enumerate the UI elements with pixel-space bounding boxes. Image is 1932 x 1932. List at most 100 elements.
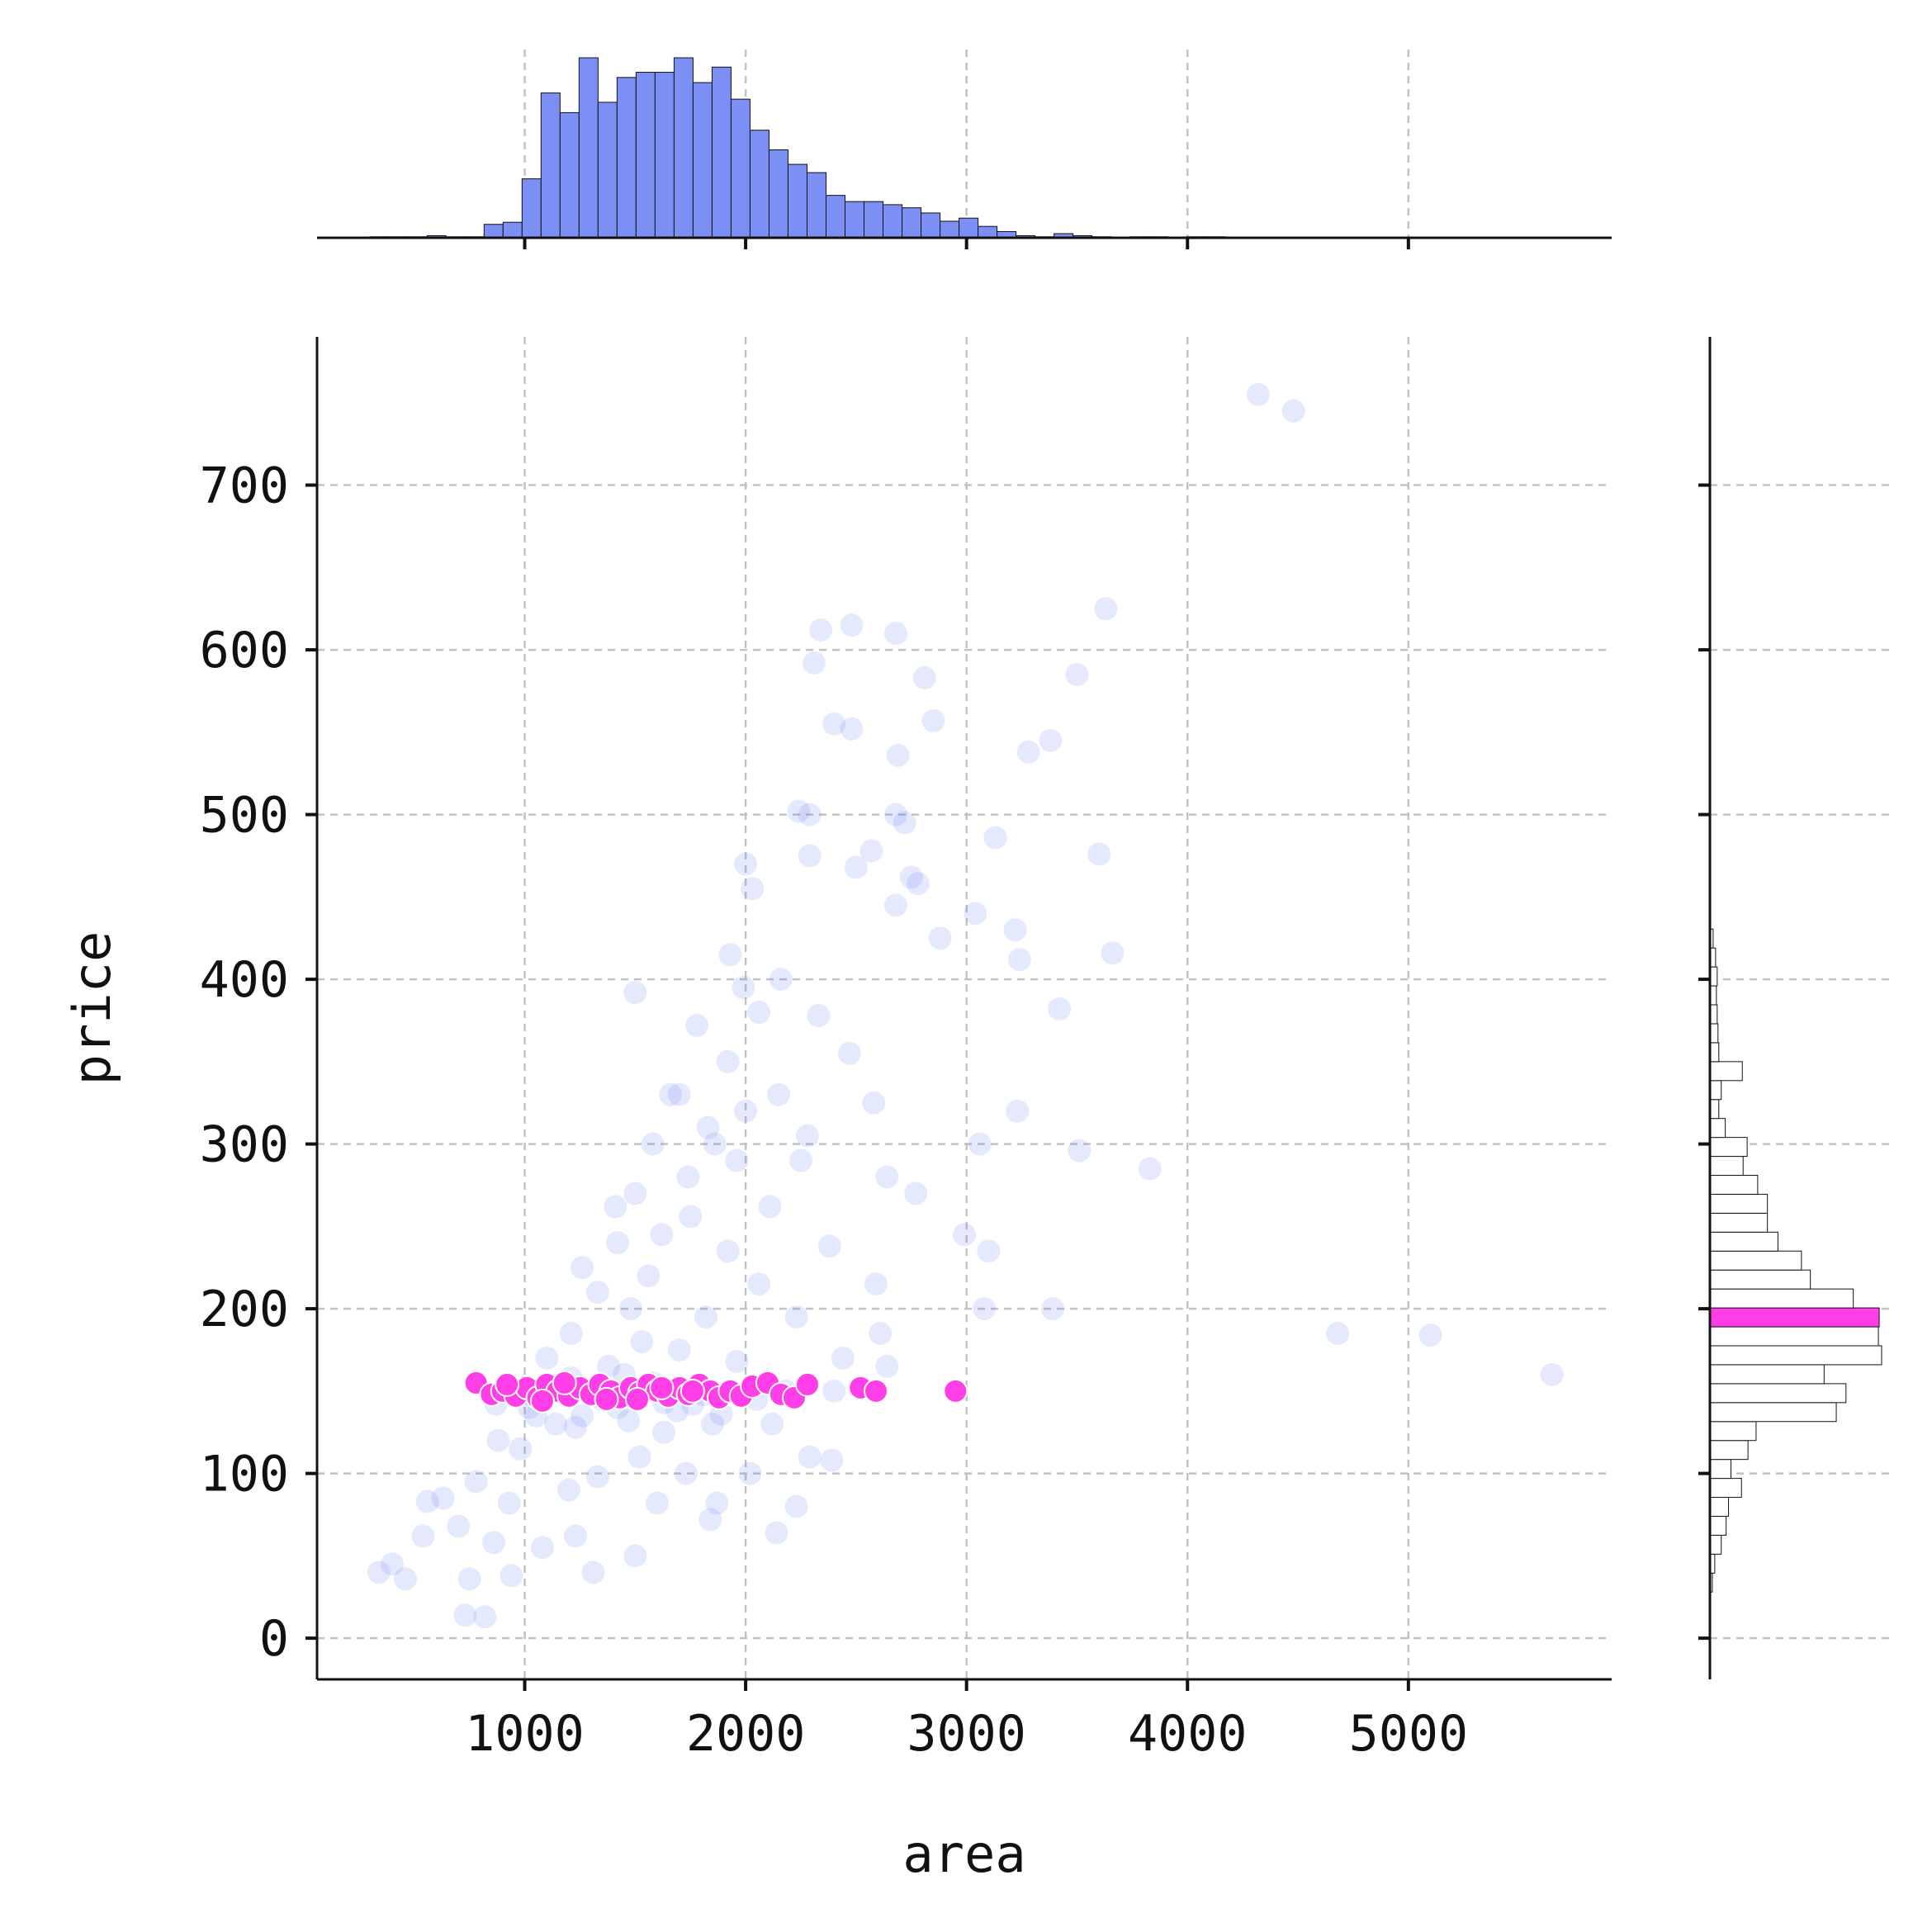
x-tick-label: 2000 <box>686 1705 806 1763</box>
scatter-point-35 <box>928 926 952 950</box>
scatter-point-93 <box>820 1448 844 1472</box>
right-hist-bar-15 <box>1709 1326 1879 1347</box>
scatter-point-114 <box>380 1552 404 1576</box>
scatter-point-38 <box>968 1132 992 1156</box>
scatter-point-95 <box>674 1461 698 1485</box>
right-hist-bar-17 <box>1709 1288 1854 1309</box>
top-hist-bar-15 <box>654 72 675 239</box>
right-hist-bar-27 <box>1709 1099 1720 1120</box>
top-hist-bar-27 <box>883 204 903 239</box>
scatter-point-36 <box>1068 1139 1091 1163</box>
scatter-point-27 <box>741 877 765 901</box>
right-hist-bars <box>1709 720 1882 1631</box>
scatter-point-59 <box>796 1124 820 1148</box>
scatter-point-102 <box>705 1491 729 1515</box>
scatter-point-67 <box>571 1256 594 1280</box>
right-hist-bar-23 <box>1709 1175 1759 1195</box>
highlight-scatter-points <box>463 1370 968 1413</box>
highlight-point-34 <box>594 1386 619 1412</box>
right-hist-ticks <box>1698 483 1710 1641</box>
y-axis-label: price <box>62 931 122 1086</box>
scatter-point-98 <box>464 1470 488 1494</box>
top-hist-bar-22 <box>787 163 807 239</box>
scatter-point-92 <box>798 1445 822 1469</box>
right-hist-bar-19 <box>1709 1250 1802 1271</box>
scatter-point-49 <box>732 976 755 1000</box>
scatter-point-26 <box>906 872 930 896</box>
scatter-point-12 <box>840 717 864 741</box>
y-tick-label: 600 <box>200 622 289 680</box>
top-hist-bar-12 <box>597 102 618 239</box>
scatter-point-99 <box>431 1486 455 1510</box>
scatter-point-6 <box>803 651 826 675</box>
scatter-point-3 <box>840 613 864 637</box>
highlight-point-33 <box>552 1370 577 1395</box>
top-hist-ticks <box>523 238 1410 249</box>
scatter-point-1 <box>1281 399 1305 423</box>
scatter-point-116 <box>394 1567 418 1591</box>
top-hist-bar-13 <box>616 77 637 239</box>
top-hist-bar-26 <box>864 201 884 239</box>
scatter-point-153 <box>767 1082 791 1106</box>
right-marginal-histogram <box>1698 337 1889 1679</box>
scatter-point-24 <box>844 855 868 879</box>
scatter-point-146 <box>605 1231 629 1255</box>
top-hist-bar-21 <box>768 149 788 239</box>
scatter-point-33 <box>1048 997 1072 1020</box>
main-gridlines <box>317 337 1612 1679</box>
scatter-point-115 <box>367 1560 391 1584</box>
right-hist-bar-10 <box>1709 1421 1757 1442</box>
top-hist-bar-30 <box>940 220 960 239</box>
scatter-point-108 <box>564 1524 588 1548</box>
scatter-point-7 <box>1065 662 1089 686</box>
scatter-point-4 <box>809 618 833 642</box>
x-axis-label: area <box>902 1824 1025 1884</box>
scatter-point-29 <box>884 893 908 917</box>
scatter-point-150 <box>623 1181 647 1205</box>
scatter-point-65 <box>650 1223 674 1247</box>
top-hist-bar-16 <box>673 57 694 239</box>
top-hist-bar-23 <box>806 172 826 239</box>
y-tick-label: 0 <box>259 1610 289 1668</box>
right-hist-bar-28 <box>1709 1080 1722 1101</box>
scatter-point-104 <box>738 1461 762 1485</box>
scatter-point-39 <box>1006 1099 1030 1123</box>
scatter-point-149 <box>734 1099 758 1123</box>
scatter-point-5 <box>884 622 908 646</box>
scatter-point-37 <box>1138 1157 1162 1181</box>
scatter-point-118 <box>500 1564 523 1588</box>
scatter-point-74 <box>694 1305 717 1329</box>
scatter-point-63 <box>875 1165 899 1189</box>
top-marginal-histogram <box>317 50 1612 249</box>
scatter-point-82 <box>725 1349 749 1373</box>
x-axis-ticks: 1000 2000 3000 4000 5000 <box>465 1679 1468 1763</box>
scatter-point-44 <box>1326 1322 1350 1346</box>
scatter-point-11 <box>1039 728 1063 752</box>
scatter-point-61 <box>679 1205 703 1229</box>
scatter-point-103 <box>646 1491 670 1515</box>
highlight-point-31 <box>495 1371 520 1397</box>
scatter-point-81 <box>875 1354 899 1378</box>
scatter-point-110 <box>765 1521 788 1545</box>
scatter-point-28 <box>1003 918 1027 942</box>
right-hist-bar-29 <box>1709 1061 1743 1082</box>
scatter-point-147 <box>676 1165 700 1189</box>
y-tick-label: 500 <box>200 787 289 845</box>
right-hist-bar-21 <box>1709 1212 1769 1233</box>
scatter-point-9 <box>921 708 945 732</box>
scatter-point-78 <box>535 1346 559 1370</box>
highlight-point-40 <box>943 1378 968 1404</box>
scatter-point-154 <box>788 1148 812 1172</box>
scatter-point-21 <box>859 839 883 863</box>
x-tick-label: 1000 <box>465 1705 585 1763</box>
x-tick-label: 3000 <box>907 1705 1026 1763</box>
scatter-point-91 <box>760 1412 784 1436</box>
scatter-point-34 <box>718 943 742 967</box>
right-hist-bar-14 <box>1709 1345 1882 1366</box>
scatter-point-70 <box>747 1272 771 1296</box>
right-hist-bar-16 <box>1709 1307 1880 1328</box>
right-hist-bar-20 <box>1709 1231 1778 1252</box>
scatter-point-47 <box>623 981 647 1005</box>
scatter-point-83 <box>630 1330 654 1354</box>
